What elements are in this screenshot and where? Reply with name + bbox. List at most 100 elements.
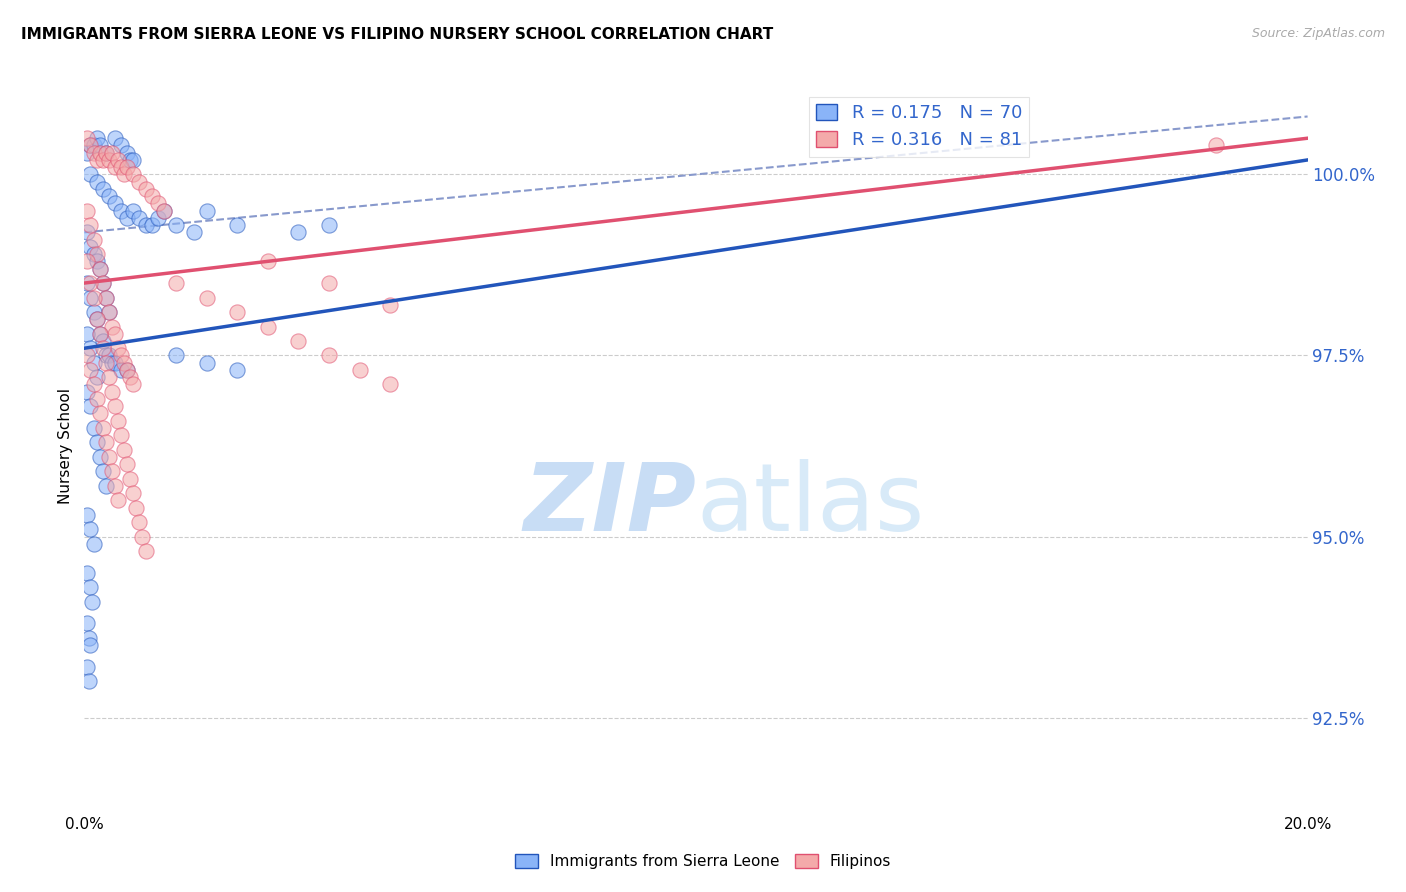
Point — [97, 305, 120, 319]
Point — [79, 218, 101, 232]
Point — [183, 225, 205, 239]
Point — [94, 356, 117, 370]
Point — [122, 377, 145, 392]
Point — [146, 211, 169, 225]
Point — [318, 349, 340, 363]
Point — [76, 566, 98, 580]
Point — [79, 240, 101, 254]
Point — [122, 168, 145, 182]
Point — [83, 233, 105, 247]
Point — [91, 276, 114, 290]
Point — [86, 312, 108, 326]
Point — [257, 254, 280, 268]
Point — [349, 363, 371, 377]
Point — [257, 319, 280, 334]
Point — [89, 261, 111, 276]
Point — [76, 616, 98, 631]
Point — [97, 349, 120, 363]
Point — [83, 377, 105, 392]
Point — [110, 363, 132, 377]
Point — [77, 631, 100, 645]
Point — [83, 356, 105, 370]
Point — [79, 638, 101, 652]
Point — [83, 421, 105, 435]
Point — [135, 218, 157, 232]
Point — [86, 392, 108, 406]
Point — [165, 349, 187, 363]
Point — [165, 276, 187, 290]
Point — [104, 196, 127, 211]
Legend: Immigrants from Sierra Leone, Filipinos: Immigrants from Sierra Leone, Filipinos — [509, 848, 897, 875]
Point — [101, 464, 124, 478]
Point — [125, 500, 148, 515]
Point — [89, 326, 111, 341]
Point — [141, 189, 163, 203]
Point — [135, 182, 157, 196]
Point — [79, 522, 101, 536]
Point — [94, 479, 117, 493]
Point — [380, 298, 402, 312]
Point — [83, 145, 105, 160]
Point — [107, 341, 129, 355]
Point — [107, 493, 129, 508]
Point — [128, 175, 150, 189]
Point — [120, 472, 142, 486]
Point — [91, 153, 114, 167]
Point — [89, 326, 111, 341]
Point — [79, 138, 101, 153]
Point — [115, 363, 138, 377]
Point — [83, 247, 105, 261]
Point — [89, 450, 111, 464]
Point — [122, 153, 145, 167]
Point — [89, 406, 111, 420]
Point — [226, 305, 249, 319]
Point — [128, 515, 150, 529]
Point — [94, 145, 117, 160]
Point — [89, 261, 111, 276]
Point — [110, 138, 132, 153]
Point — [86, 247, 108, 261]
Point — [195, 203, 218, 218]
Point — [110, 203, 132, 218]
Point — [86, 153, 108, 167]
Point — [101, 384, 124, 399]
Point — [83, 305, 105, 319]
Point — [86, 370, 108, 384]
Point — [104, 131, 127, 145]
Point — [122, 203, 145, 218]
Point — [107, 153, 129, 167]
Point — [195, 291, 218, 305]
Point — [146, 196, 169, 211]
Point — [141, 218, 163, 232]
Point — [104, 356, 127, 370]
Point — [76, 203, 98, 218]
Point — [1205, 138, 1227, 153]
Point — [76, 145, 98, 160]
Point — [77, 674, 100, 689]
Point — [83, 138, 105, 153]
Point — [91, 341, 114, 355]
Point — [120, 153, 142, 167]
Point — [287, 225, 309, 239]
Point — [380, 377, 402, 392]
Text: ZIP: ZIP — [523, 458, 696, 550]
Point — [97, 370, 120, 384]
Point — [104, 326, 127, 341]
Point — [91, 464, 114, 478]
Point — [120, 370, 142, 384]
Point — [91, 334, 114, 348]
Point — [76, 326, 98, 341]
Point — [97, 189, 120, 203]
Point — [79, 291, 101, 305]
Text: Source: ZipAtlas.com: Source: ZipAtlas.com — [1251, 27, 1385, 40]
Point — [76, 225, 98, 239]
Point — [76, 131, 98, 145]
Point — [287, 334, 309, 348]
Point — [89, 138, 111, 153]
Point — [94, 435, 117, 450]
Point — [76, 508, 98, 522]
Point — [153, 203, 176, 218]
Point — [104, 399, 127, 413]
Point — [94, 145, 117, 160]
Point — [79, 168, 101, 182]
